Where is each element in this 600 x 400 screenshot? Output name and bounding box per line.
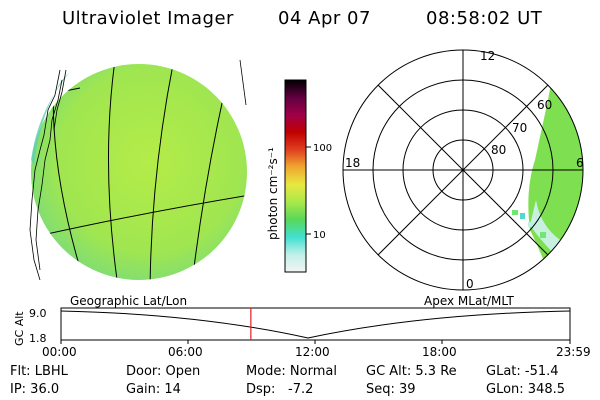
altitude-y-max: 9.0 [29, 307, 47, 320]
mlt-label-0: 0 [466, 277, 474, 291]
colorbar-tick-10: 10 [313, 230, 326, 241]
image-time: 08:58:02 UT [426, 8, 543, 29]
altitude-strip: GC Alt 9.0 1.8 00:00 06:00 12:00 18:00 2… [13, 307, 591, 359]
lat-label-60: 60 [537, 98, 552, 112]
altitude-frame [60, 307, 571, 341]
status-gain: Gain: 14 [126, 382, 181, 397]
earth-disk [31, 64, 247, 280]
colorbar [284, 79, 307, 273]
status-gc-alt: GC Alt: 5.3 Re [366, 364, 457, 379]
lat-label-80: 80 [491, 143, 506, 157]
image-date: 04 Apr 07 [278, 8, 371, 29]
lat-label-70: 70 [512, 121, 527, 135]
altitude-curve [60, 310, 571, 339]
mlt-label-12: 12 [480, 49, 495, 63]
status-dsp-label: Dsp: [246, 382, 276, 397]
altitude-y-min: 1.8 [29, 332, 47, 345]
limb-glow [31, 72, 70, 165]
x-tick-2359: 23:59 [556, 345, 591, 359]
status-ip: IP: 36.0 [10, 382, 60, 397]
imager-panels: 100 10 photon cm⁻²s⁻¹ 12 18 6 0 60 70 80 [29, 49, 584, 291]
status-door: Door: Open [126, 364, 201, 379]
mlt-label-18: 18 [345, 156, 360, 170]
altitude-ylabel: GC Alt [13, 311, 26, 346]
x-tick-1800: 18:00 [422, 345, 457, 359]
colorbar-unit-label: photon cm⁻²s⁻¹ [266, 147, 280, 240]
earth-disk-image [29, 59, 247, 281]
projection-left-label: Geographic Lat/Lon [70, 294, 188, 308]
polar-plot: 12 18 6 0 60 70 80 [342, 49, 584, 291]
x-tick-0000: 00:00 [42, 345, 77, 359]
mlt-label-6: 6 [576, 156, 584, 170]
altitude-ticks [60, 340, 571, 344]
instrument-title: Ultraviolet Imager [62, 8, 234, 29]
status-glon: GLon: 348.5 [486, 382, 566, 397]
coastline [29, 59, 247, 281]
x-tick-0600: 06:00 [168, 345, 203, 359]
status-dsp-value: -7.2 [288, 382, 314, 397]
x-tick-1200: 12:00 [295, 345, 330, 359]
status-filter: Flt: LBHL [10, 364, 68, 379]
status-mode: Mode: Normal [246, 364, 337, 379]
polar-aurora-image [512, 50, 583, 290]
status-glat: GLat: -51.4 [486, 364, 559, 379]
status-seq: Seq: 39 [366, 382, 416, 397]
projection-right-label: Apex MLat/MLT [424, 294, 514, 308]
colorbar-tick-100: 100 [313, 143, 332, 154]
